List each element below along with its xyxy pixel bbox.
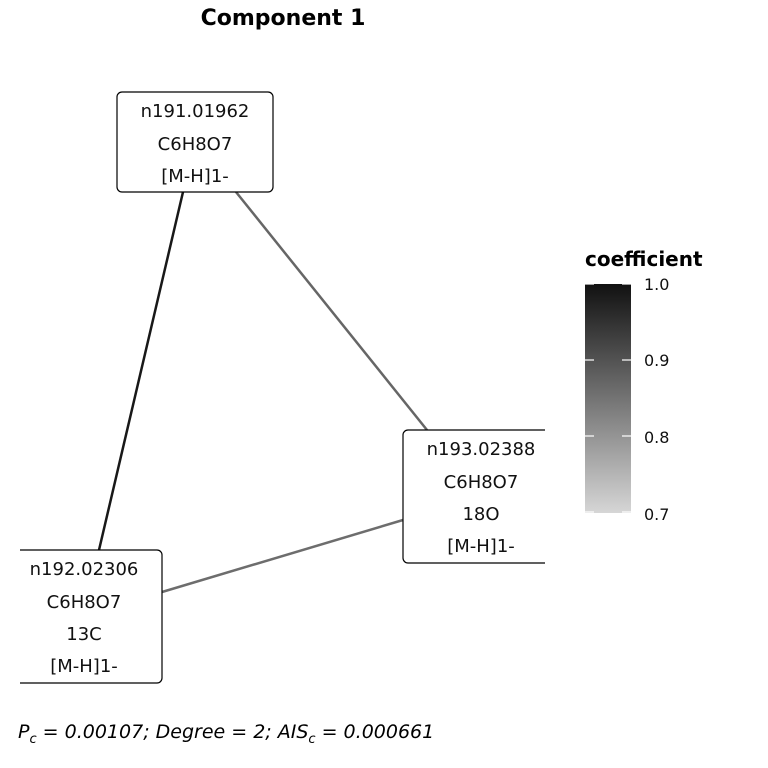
- node-label-line: n191.01962: [141, 101, 250, 122]
- legend-title: coefficient: [585, 247, 703, 271]
- node-label-line: [M-H]1-: [50, 656, 118, 677]
- node-label-line: C6H8O7: [444, 472, 519, 493]
- legend-tick-label: 0.9: [644, 351, 669, 370]
- legend-tick-label: 0.8: [644, 428, 669, 447]
- p-symbol: P: [18, 721, 30, 743]
- ais-subscript: c: [308, 732, 316, 747]
- node-label-line: n192.02306: [30, 559, 139, 580]
- legend-tick-label: 1.0: [644, 275, 669, 294]
- node-n191[interactable]: n191.01962 C6H8O7 [M-H]1-: [116, 91, 274, 193]
- node-label-line: [M-H]1-: [447, 536, 515, 557]
- legend-tick-label: 0.7: [644, 505, 669, 524]
- node-label-line: n193.02388: [427, 439, 536, 460]
- edge-n1-n3: [235, 191, 428, 431]
- node-label-line: C6H8O7: [158, 134, 233, 155]
- node-n193[interactable]: n193.02388 C6H8O7 18O [M-H]1-: [402, 429, 559, 564]
- node-label-line: C6H8O7: [47, 592, 122, 613]
- p-value-text: = 0.00107; Degree = 2;: [36, 721, 278, 743]
- node-n192[interactable]: n192.02306 C6H8O7 13C [M-H]1-: [6, 549, 163, 684]
- edge-n1-n2: [97, 191, 185, 551]
- p-subscript: c: [29, 732, 37, 747]
- legend-tick-marks: [585, 283, 631, 513]
- node-label-line: [M-H]1-: [161, 166, 229, 187]
- legend-colorbar: [585, 284, 631, 513]
- edge-n2-n3: [161, 518, 404, 594]
- diagram-title: Component 1: [200, 6, 366, 31]
- node-label-line: 13C: [66, 624, 101, 645]
- ais-value-text: = 0.000661: [315, 721, 435, 743]
- statistics-caption: Pc = 0.00107; Degree = 2; AISc = 0.00066…: [18, 721, 434, 747]
- node-label-line: 18O: [462, 504, 499, 525]
- coefficient-legend: coefficient 1.0 0.9 0.8 0.7: [585, 247, 703, 524]
- ais-symbol: AIS: [277, 721, 309, 743]
